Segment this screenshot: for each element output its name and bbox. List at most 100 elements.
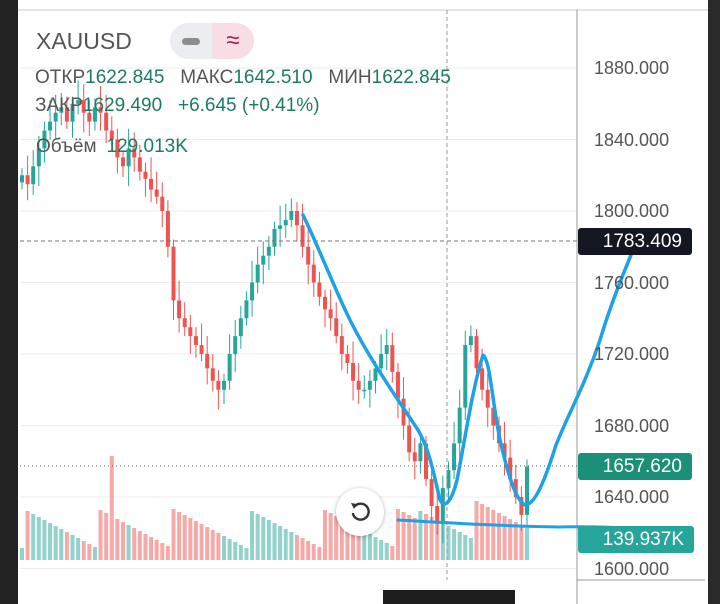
- candle-body: [48, 121, 53, 131]
- volume-bar: [266, 520, 271, 560]
- volume-bar: [485, 507, 490, 560]
- undo-button[interactable]: [336, 488, 384, 536]
- candle-body: [177, 300, 182, 319]
- candle-body: [104, 112, 109, 131]
- volume-bar: [289, 532, 294, 560]
- candle-body: [440, 488, 445, 524]
- candle-body: [468, 336, 473, 346]
- volume-bar: [64, 532, 69, 560]
- top-divider: [18, 9, 708, 11]
- last-price-badge: 1657.620: [578, 453, 692, 480]
- candle-body: [317, 282, 322, 297]
- chart-mode-toggle[interactable]: ≈: [170, 23, 254, 59]
- volume-bar: [126, 525, 131, 560]
- close-value: 1629.490: [82, 95, 163, 116]
- axis-label: 1840.000: [594, 129, 670, 150]
- volume-bar: [395, 509, 400, 560]
- candle-body: [244, 300, 249, 319]
- volume-bar: [53, 526, 58, 560]
- volume-bar: [59, 529, 64, 560]
- low-value: 1622.845: [371, 67, 451, 88]
- candle-body: [87, 112, 92, 122]
- candle-body: [36, 148, 41, 167]
- candle-body: [283, 219, 288, 226]
- candle-body: [149, 178, 154, 190]
- line-icon[interactable]: [170, 23, 212, 59]
- candle-body: [165, 211, 170, 247]
- volume-bar: [255, 514, 260, 560]
- candle-body: [311, 264, 316, 283]
- volume-bar: [334, 516, 339, 560]
- volume-bar: [25, 511, 30, 560]
- candle-body: [137, 157, 142, 172]
- volume-bar: [171, 509, 176, 560]
- volume-value: 129.013K: [106, 136, 188, 157]
- volume-bar: [115, 519, 120, 560]
- candle-body: [457, 407, 462, 444]
- volume-bar: [92, 547, 97, 560]
- volume-bar: [283, 529, 288, 560]
- candle-body: [356, 380, 361, 390]
- candle-body: [160, 196, 165, 211]
- right-edge: [708, 0, 720, 604]
- candle-body: [261, 255, 266, 265]
- undo-icon: [351, 502, 370, 521]
- volume-bar: [474, 501, 479, 560]
- candle-body: [474, 336, 479, 369]
- candle-body: [70, 103, 75, 122]
- candle-body: [345, 354, 350, 363]
- volume-bar: [193, 521, 198, 560]
- volume-bar: [278, 526, 283, 560]
- candle-body: [126, 148, 131, 167]
- volume-bar: [233, 542, 238, 560]
- candle-body: [42, 130, 47, 149]
- volume-bar: [182, 515, 187, 560]
- volume-bar: [429, 517, 434, 560]
- high-value: 1642.510: [233, 67, 313, 88]
- candle-body: [351, 362, 356, 381]
- volume-legend: Объём 129.013K: [36, 136, 188, 158]
- volume-bar: [491, 510, 496, 560]
- volume-bar: [70, 535, 75, 560]
- volume-bar: [407, 515, 412, 560]
- candle-body: [407, 425, 412, 453]
- volume-bar: [81, 541, 86, 560]
- candle-body: [143, 171, 148, 179]
- volume-bar: [452, 529, 457, 560]
- candle-body: [519, 497, 524, 515]
- candle-body: [373, 368, 378, 381]
- candle-body: [525, 466, 529, 515]
- volume-bar: [188, 518, 193, 560]
- volume-bar: [435, 520, 440, 560]
- candle-body: [210, 368, 215, 381]
- candle-body: [132, 148, 137, 158]
- volume-bar: [379, 540, 384, 560]
- approx-icon[interactable]: ≈: [212, 23, 254, 59]
- volume-bar: [154, 540, 159, 560]
- volume-bar: [323, 510, 327, 560]
- candle-body: [300, 225, 305, 247]
- candle-body: [306, 246, 311, 265]
- candle-body: [205, 354, 210, 369]
- candle-body: [401, 398, 406, 426]
- candle-body: [294, 211, 299, 226]
- volume-bar: [328, 513, 333, 560]
- volume-bar: [87, 544, 92, 560]
- volume-bar: [177, 512, 182, 560]
- volume-bar: [345, 522, 350, 560]
- hand-drawn-pattern-line[interactable]: [301, 213, 639, 507]
- candle-body: [98, 107, 103, 113]
- candle-body: [255, 264, 260, 283]
- volume-bar: [390, 546, 395, 560]
- axis-label: 1680.000: [594, 415, 670, 436]
- symbol-name[interactable]: XAUUSD: [36, 28, 132, 54]
- candle-body: [238, 318, 243, 337]
- candle-body: [233, 336, 238, 354]
- candle-body: [25, 175, 30, 185]
- axis-label: 1760.000: [594, 272, 670, 293]
- candle-body: [266, 246, 271, 256]
- candle-body: [362, 389, 367, 392]
- candle-body: [222, 380, 226, 390]
- volume-bar: [351, 525, 356, 560]
